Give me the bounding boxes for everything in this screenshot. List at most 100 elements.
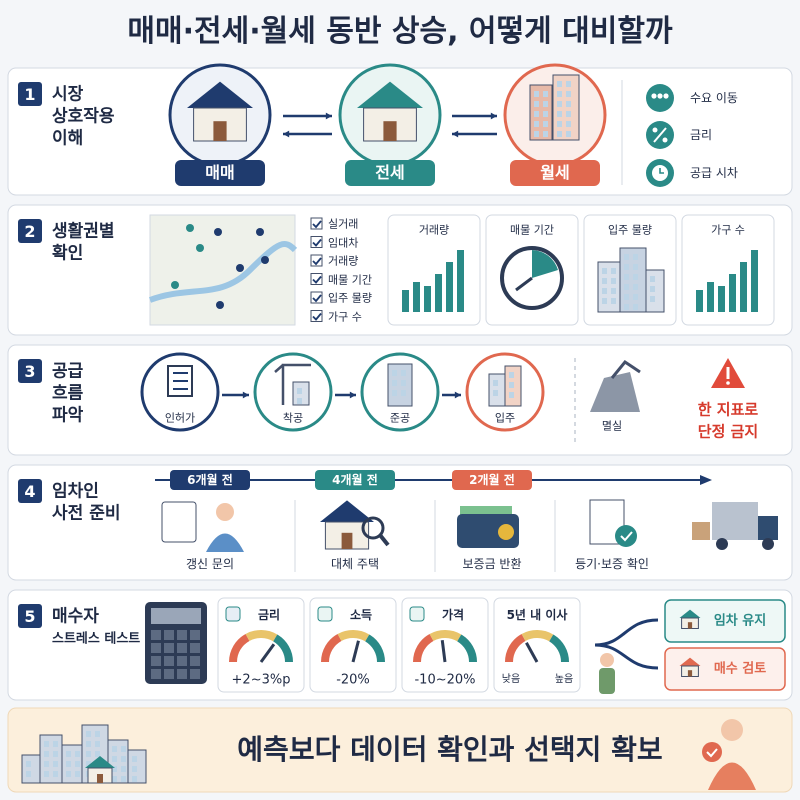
building — [597, 261, 621, 313]
house-door — [687, 670, 693, 677]
person-head — [600, 653, 614, 667]
window — [624, 264, 629, 270]
stage-pill — [510, 160, 600, 186]
gauge-segment — [413, 633, 434, 663]
stage-pill — [175, 160, 265, 186]
calculator-key — [151, 656, 161, 666]
calculator-key — [151, 643, 161, 653]
calculator-key — [190, 656, 200, 666]
window — [509, 382, 514, 388]
shield — [615, 525, 637, 547]
factor-label: 금리 — [690, 128, 713, 142]
bar-icon — [729, 274, 736, 312]
checklist-item: 임대차 — [328, 236, 359, 249]
section-title: 공급 — [52, 361, 84, 382]
calculator-key — [177, 643, 187, 653]
icon-part — [659, 168, 664, 174]
checklist-item: 가구 수 — [328, 310, 362, 323]
window — [566, 101, 571, 107]
test-value: -20% — [336, 672, 370, 688]
window — [650, 286, 655, 292]
window — [633, 304, 638, 310]
window — [401, 370, 406, 376]
window — [534, 101, 539, 107]
section-badge — [18, 479, 42, 503]
bar-icon — [718, 286, 725, 312]
warning-mark — [726, 381, 730, 385]
footer-text: 예측보다 데이터 확인과 선택지 확보 — [237, 733, 663, 766]
gauge-needle — [259, 643, 276, 663]
check — [312, 294, 322, 303]
section-title: 사전 준비 — [52, 503, 121, 524]
icon-part — [652, 127, 658, 133]
truck-cab — [758, 516, 778, 540]
arrow-head — [325, 112, 332, 120]
gauge-segment — [229, 633, 250, 663]
timeline-label: 2개월 전 — [469, 473, 515, 487]
bar-icon — [435, 274, 442, 312]
test-value: +2~3%p — [231, 672, 291, 688]
window — [401, 390, 406, 396]
window — [66, 751, 71, 757]
window — [543, 131, 548, 137]
window — [543, 101, 548, 107]
window — [26, 771, 31, 777]
branch — [594, 643, 659, 670]
window — [624, 274, 629, 280]
bar-icon — [696, 290, 703, 312]
window — [602, 288, 607, 294]
timeline-pill — [170, 470, 250, 490]
bar-icon — [446, 262, 453, 312]
window — [112, 756, 117, 762]
section-number: 1 — [24, 85, 36, 104]
check-badge — [702, 742, 722, 762]
window — [53, 751, 58, 757]
arrow-head — [452, 130, 459, 138]
checkbox — [310, 273, 323, 285]
test-label: 금리 — [257, 608, 281, 622]
arrow-head — [349, 391, 356, 399]
clock-hand — [515, 276, 533, 292]
window — [95, 751, 100, 757]
calculator-key — [164, 669, 174, 679]
test-card — [217, 597, 305, 693]
window — [112, 776, 117, 782]
window — [132, 756, 137, 762]
window — [44, 761, 49, 767]
outcome-box — [664, 647, 786, 691]
window — [543, 121, 548, 127]
person-body — [708, 762, 756, 790]
window — [95, 741, 100, 747]
window — [509, 392, 514, 398]
factor-label: 공급 시차 — [690, 166, 738, 180]
window — [86, 761, 91, 767]
window — [624, 254, 629, 260]
check — [312, 257, 322, 266]
building — [39, 734, 63, 784]
person-head — [216, 503, 234, 521]
gauge-needle — [525, 641, 539, 663]
timeline-head — [700, 475, 712, 485]
test-card — [309, 597, 397, 693]
calculator-key — [151, 630, 161, 640]
gauge-segment — [272, 634, 293, 663]
calculator-key — [190, 630, 200, 640]
calculator-key — [190, 669, 200, 679]
box — [692, 522, 710, 540]
check — [312, 275, 322, 284]
gauge-high: 높음 — [554, 674, 574, 685]
checkbox — [310, 236, 323, 248]
window — [557, 81, 562, 87]
window — [66, 771, 71, 777]
section-title: 파악 — [52, 405, 84, 426]
section-number: 4 — [24, 482, 36, 501]
outcome-label: 임차 유지 — [713, 613, 767, 629]
window — [392, 380, 397, 386]
test-label: 5년 내 이사 — [506, 608, 568, 622]
section-number: 3 — [24, 362, 36, 381]
window — [297, 398, 302, 404]
window — [534, 121, 539, 127]
checklist-item: 매물 기간 — [328, 273, 372, 286]
building — [387, 363, 413, 407]
stage-label: 매매 — [205, 163, 235, 182]
